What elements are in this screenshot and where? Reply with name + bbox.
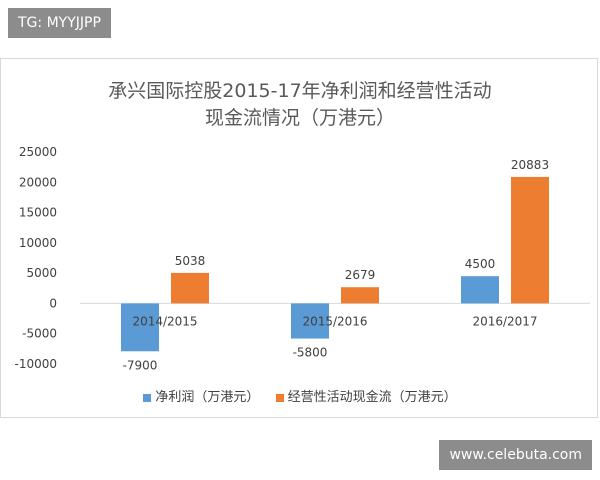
legend-swatch-operating-cash-flow xyxy=(275,393,284,402)
data-label: 5038 xyxy=(175,254,206,268)
chart-frame xyxy=(0,58,598,418)
legend-label-net-profit: 净利润（万港元） xyxy=(155,390,260,405)
bar-net-profit xyxy=(461,276,499,304)
y-tick-label: 25000 xyxy=(19,145,57,159)
bar-net-profit xyxy=(291,303,329,339)
legend-item-net-profit: 净利润（万港元） xyxy=(143,386,259,405)
bar-operating-cash-flow xyxy=(171,272,209,304)
data-label: -5800 xyxy=(293,346,328,360)
watermark-url: www.celebuta.com xyxy=(439,440,592,470)
y-tick-label: -10000 xyxy=(14,357,57,371)
bar-operating-cash-flow xyxy=(341,287,379,304)
y-tick-label: 10000 xyxy=(19,236,57,250)
watermark-tag: TG: MYYJJPP xyxy=(8,8,111,38)
bar-operating-cash-flow xyxy=(511,176,549,304)
x-category-label: 2014/2015 xyxy=(132,314,197,328)
bar-net-profit xyxy=(121,303,159,352)
legend-swatch-net-profit xyxy=(143,393,152,402)
x-category-label: 2015/2016 xyxy=(302,314,367,328)
y-tick-label: 20000 xyxy=(19,175,57,189)
chart-title-line1: 承兴国际控股2015-17年净利润和经营性活动 xyxy=(108,80,492,102)
y-tick-label: 15000 xyxy=(19,206,57,220)
data-label: 2679 xyxy=(345,268,376,282)
y-tick-label: 0 xyxy=(49,296,57,310)
y-tick-label: 5000 xyxy=(26,266,57,280)
legend-label-operating-cash-flow: 经营性活动现金流（万港元） xyxy=(287,390,457,405)
data-label: 20883 xyxy=(511,158,549,172)
legend: 净利润（万港元） 经营性活动现金流（万港元） xyxy=(0,386,600,405)
chart-title-line2: 现金流情况（万港元） xyxy=(204,107,395,129)
data-label: -7900 xyxy=(123,358,158,372)
y-tick-label: -5000 xyxy=(22,327,57,341)
legend-item-operating-cash-flow: 经营性活动现金流（万港元） xyxy=(275,386,457,405)
data-label: 4500 xyxy=(465,257,496,271)
x-category-label: 2016/2017 xyxy=(472,314,537,328)
